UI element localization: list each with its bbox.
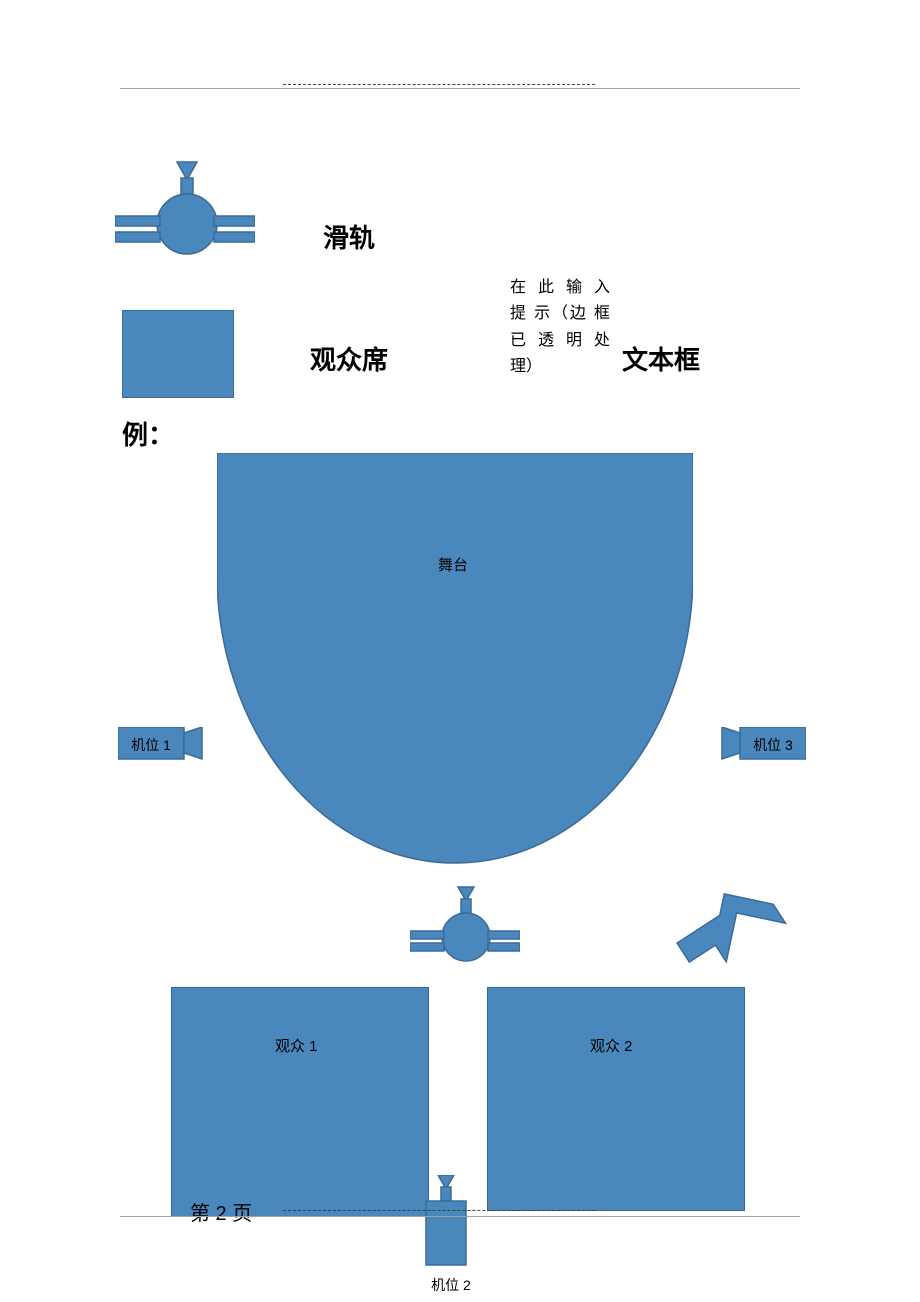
slide-camera-icon <box>115 160 255 280</box>
slide-camera-mid-icon <box>410 885 520 985</box>
hint-line: 已 透 明 处 <box>510 328 610 354</box>
audience2-label: 观众 2 <box>590 1035 633 1059</box>
example-label: 例： <box>122 415 174 452</box>
camera3-label: 机位 3 <box>748 735 798 755</box>
seat-rect-icon <box>122 310 234 398</box>
footer-page-text: 第 2 页 <box>190 1198 252 1230</box>
camera2-icon <box>420 1175 472 1275</box>
slide-label: 滑轨 <box>323 218 375 255</box>
bent-arrow-icon <box>670 885 800 985</box>
stage-label: 舞台 <box>438 554 468 578</box>
stage-shape <box>217 453 693 873</box>
camera1-label: 机位 1 <box>126 735 176 755</box>
camera2-label: 机位 2 <box>426 1275 476 1295</box>
hint-line: 在 此 输 入 <box>510 275 610 301</box>
audience1-rect <box>171 987 429 1217</box>
audience2-rect <box>487 987 745 1211</box>
seat-label: 观众席 <box>310 340 388 377</box>
hint-line: 提 示（边 框 <box>510 301 610 327</box>
hint-line: 理） <box>510 354 610 380</box>
textbox-label: 文本框 <box>622 340 700 377</box>
footer-dash <box>283 1210 595 1211</box>
top-rule <box>120 88 800 89</box>
top-dash <box>283 84 595 85</box>
diagram-canvas: 滑轨 观众席 在 此 输 入 提 示（边 框 已 透 明 处 理） 文本框 例：… <box>0 0 920 1302</box>
audience1-label: 观众 1 <box>275 1035 318 1059</box>
hint-textbox: 在 此 输 入 提 示（边 框 已 透 明 处 理） <box>510 275 610 381</box>
footer-rule <box>120 1216 800 1217</box>
